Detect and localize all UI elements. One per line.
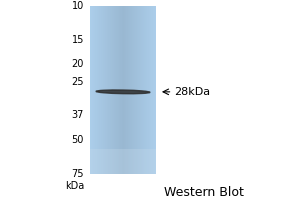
Bar bbox=[99, 6, 100, 174]
Text: 37: 37 bbox=[72, 110, 84, 120]
Bar bbox=[155, 6, 156, 174]
Bar bbox=[124, 6, 125, 174]
Bar bbox=[142, 6, 143, 174]
Bar bbox=[96, 6, 97, 174]
Text: kDa: kDa bbox=[65, 181, 84, 191]
Bar bbox=[108, 6, 109, 174]
Bar bbox=[146, 6, 147, 174]
Bar bbox=[112, 6, 113, 174]
Bar bbox=[128, 6, 129, 174]
Bar bbox=[150, 6, 151, 174]
Bar bbox=[143, 6, 144, 174]
Bar bbox=[111, 6, 112, 174]
Bar bbox=[136, 6, 137, 174]
Bar bbox=[113, 6, 114, 174]
Bar bbox=[148, 6, 149, 174]
Bar bbox=[110, 6, 111, 174]
Bar bbox=[139, 6, 140, 174]
Bar bbox=[126, 6, 127, 174]
Bar bbox=[125, 6, 126, 174]
Bar bbox=[118, 6, 119, 174]
Bar bbox=[116, 6, 117, 174]
Bar bbox=[119, 6, 120, 174]
Bar bbox=[122, 6, 123, 174]
Bar bbox=[135, 6, 136, 174]
Bar bbox=[100, 6, 101, 174]
Bar bbox=[109, 6, 110, 174]
Bar bbox=[117, 6, 118, 174]
Text: 15: 15 bbox=[72, 35, 84, 45]
Bar bbox=[118, 6, 119, 174]
Bar bbox=[91, 6, 92, 174]
Bar bbox=[145, 6, 146, 174]
Bar bbox=[93, 6, 94, 174]
Bar bbox=[137, 6, 138, 174]
Bar bbox=[131, 6, 132, 174]
Bar bbox=[133, 6, 134, 174]
Bar bbox=[134, 6, 135, 174]
Bar bbox=[90, 6, 91, 174]
Bar bbox=[149, 6, 150, 174]
Bar bbox=[90, 149, 156, 174]
Bar bbox=[121, 6, 122, 174]
Bar bbox=[107, 6, 108, 174]
Bar bbox=[104, 6, 105, 174]
Text: Western Blot: Western Blot bbox=[164, 186, 244, 199]
Text: 50: 50 bbox=[72, 135, 84, 145]
Bar bbox=[140, 6, 141, 174]
Bar bbox=[144, 6, 145, 174]
Bar bbox=[130, 6, 131, 174]
Bar bbox=[95, 6, 96, 174]
Bar bbox=[105, 6, 106, 174]
Text: 28kDa: 28kDa bbox=[174, 87, 210, 97]
Text: 10: 10 bbox=[72, 1, 84, 11]
Text: 25: 25 bbox=[71, 77, 84, 87]
Text: 20: 20 bbox=[72, 59, 84, 69]
Bar bbox=[151, 6, 152, 174]
Bar bbox=[92, 6, 93, 174]
Text: 75: 75 bbox=[71, 169, 84, 179]
Bar bbox=[106, 6, 107, 174]
Bar bbox=[114, 6, 115, 174]
Bar bbox=[123, 6, 124, 174]
Bar bbox=[141, 6, 142, 174]
Bar bbox=[154, 6, 155, 174]
Bar bbox=[97, 6, 98, 174]
Bar bbox=[138, 6, 139, 174]
Bar bbox=[129, 6, 130, 174]
Ellipse shape bbox=[96, 90, 150, 94]
Bar bbox=[132, 6, 133, 174]
Bar bbox=[103, 6, 104, 174]
Bar bbox=[102, 6, 103, 174]
Bar bbox=[153, 6, 154, 174]
Bar bbox=[120, 6, 121, 174]
Bar bbox=[115, 6, 116, 174]
Bar bbox=[98, 6, 99, 174]
Bar bbox=[152, 6, 153, 174]
Bar bbox=[147, 6, 148, 174]
Bar bbox=[94, 6, 95, 174]
Bar bbox=[101, 6, 102, 174]
